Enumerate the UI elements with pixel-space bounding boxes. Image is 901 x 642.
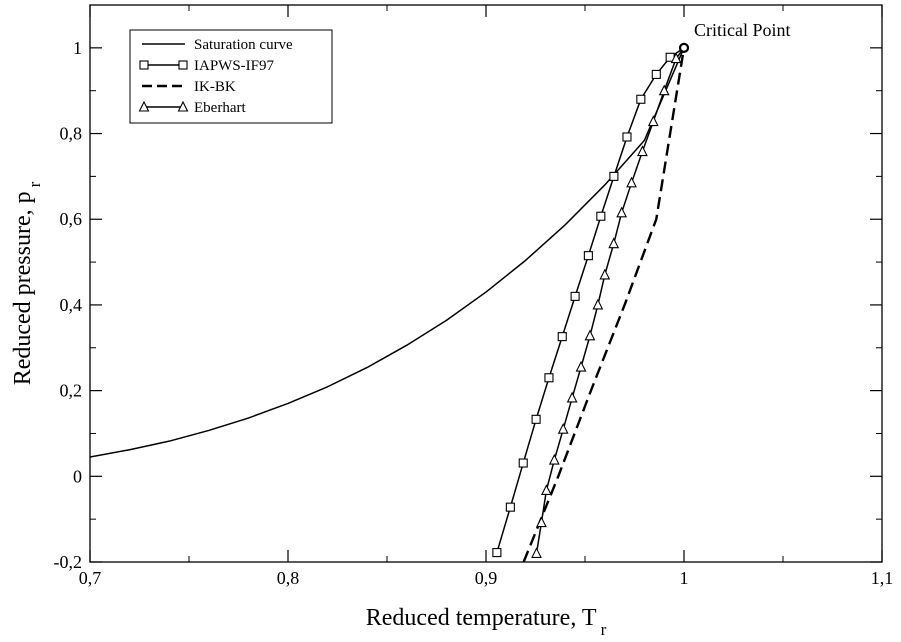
critical-point-label: Critical Point [694,20,791,40]
data-point [658,84,670,96]
data-point [548,453,560,465]
data-point [609,171,619,181]
data-point [599,268,611,280]
legend-marker [138,100,150,112]
y-tick-label: 1 [73,38,82,58]
series-line [522,47,686,562]
series-iapws-if97 [492,47,685,558]
x-tick-label: 1,1 [871,568,894,588]
series-ik-bk [522,47,686,562]
data-point [570,291,580,301]
y-tick-label: -0,2 [54,552,83,572]
data-point [647,115,659,127]
x-axis-label-subscript: r [601,620,607,639]
x-tick-label: 1 [680,568,689,588]
legend-item: Saturation curve [142,37,293,53]
data-point [616,206,628,218]
data-point [622,132,632,142]
series-saturation-curve [90,47,685,458]
y-tick-label: 0 [73,466,82,486]
data-point [596,211,606,221]
series-eberhart [531,47,685,558]
y-tick-label: 0,8 [60,124,83,144]
data-point [637,145,648,157]
data-point [557,332,567,342]
legend-marker [178,60,188,70]
x-tick-label: 0,7 [79,568,102,588]
legend-item: Eberhart [138,100,246,116]
data-point [531,414,541,424]
data-point [584,329,596,341]
legend-label: IAPWS-IF97 [194,58,275,74]
legend-label: Eberhart [194,100,246,116]
x-tick-label: 0,8 [277,568,300,588]
series-line [535,47,685,554]
data-point [518,458,528,468]
data-point [592,298,604,310]
legend-marker [177,100,189,112]
series-line [90,47,685,458]
data-point [505,502,515,512]
data-point [651,69,661,79]
y-tick-label: 0,4 [60,295,83,315]
ticks-layer [89,5,883,563]
data-point [608,237,620,249]
legend-label: Saturation curve [194,37,293,53]
y-tick-label: 0,2 [60,381,83,401]
y-axis-label-subscript: r [25,181,44,187]
critical-point-marker [678,42,690,53]
data-point [544,373,554,383]
data-point [636,94,646,104]
data-point [626,176,637,188]
legend-item: IK-BK [142,79,236,95]
data-point [575,360,587,372]
data-point [557,422,569,434]
series-layer [90,42,690,562]
legend: Saturation curve IAPWS-IF97 IK-BK Eberhart [129,29,333,124]
legend-label: IK-BK [194,79,236,95]
data-point [536,516,547,528]
x-tick-label: 0,9 [475,568,498,588]
data-point [566,391,578,403]
y-tick-label: 0,6 [60,209,83,229]
data-point [583,251,593,261]
data-point [492,548,502,558]
data-point [670,52,682,64]
legend-marker [139,60,149,70]
legend-item: IAPWS-IF97 [139,58,275,74]
y-axis-label: Reduced pressure, pr [10,181,44,385]
data-point [541,484,552,495]
data-point [531,547,542,558]
